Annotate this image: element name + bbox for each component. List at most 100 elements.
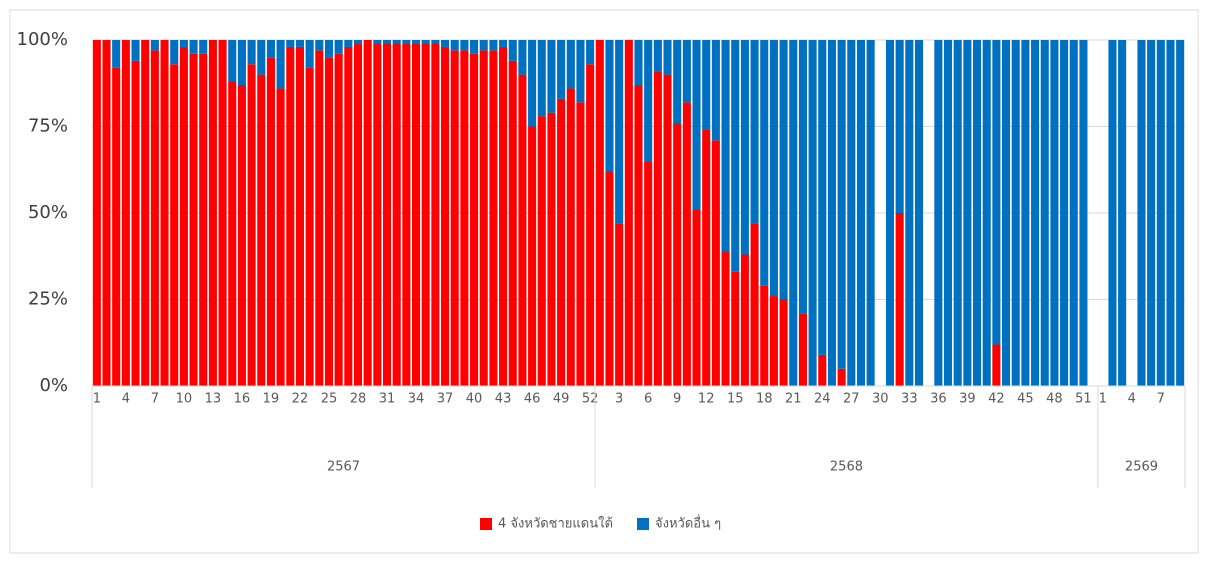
bar-segment (750, 40, 759, 224)
bar-segment (1060, 40, 1069, 386)
group-label: 2567 (327, 460, 360, 475)
bar-segment (421, 40, 430, 44)
bar-segment (228, 81, 237, 387)
bar-segment (1021, 40, 1030, 386)
bar-segment (885, 40, 895, 386)
bar-segment (276, 88, 285, 386)
bar-segment (1079, 40, 1088, 386)
x-tick-label: 4 (1128, 392, 1136, 407)
x-tick-label: 4 (122, 392, 130, 407)
x-tick-label: 45 (1017, 392, 1034, 407)
bar-segment (528, 126, 537, 386)
bar-segment (518, 40, 527, 75)
bar-segment (760, 40, 769, 286)
bar-segment (189, 40, 198, 54)
bar-segment (392, 40, 401, 44)
bar-segment (1040, 40, 1049, 386)
bar-segment (199, 40, 208, 54)
bar-segment (121, 40, 130, 386)
bar-segment (537, 40, 546, 117)
bar-segment (257, 40, 266, 75)
bar-segment (112, 40, 121, 68)
legend-label: 4 จังหวัดชายแดนใต้ (498, 516, 613, 532)
bar-segment (605, 171, 614, 386)
bar-segment (489, 40, 498, 51)
bar-segment (1118, 40, 1127, 386)
bar-segment (1108, 40, 1117, 386)
bar-segment (499, 40, 508, 47)
bar-segment (528, 40, 537, 127)
x-tick-label: 18 (756, 392, 773, 407)
bar-segment (808, 40, 817, 386)
bar-segment (402, 43, 411, 387)
bar-segment (1156, 40, 1165, 386)
bar-segment (615, 40, 624, 224)
bar-segment (740, 254, 749, 386)
bar-segment (450, 50, 459, 386)
group-label: 2568 (830, 460, 863, 475)
bar-segment (402, 40, 411, 44)
bar-segment (363, 40, 372, 386)
x-tick-label: 39 (959, 392, 976, 407)
bar-segment (470, 53, 479, 387)
bar-segment (373, 43, 382, 387)
bar-segment (421, 43, 430, 387)
x-tick-label: 37 (437, 392, 454, 407)
bar-segment (450, 40, 459, 51)
x-tick-label: 34 (408, 392, 425, 407)
bar-segment (237, 84, 246, 386)
bar-segment (779, 299, 788, 386)
bar-segment (431, 43, 440, 387)
y-tick-label: 25% (28, 289, 68, 310)
bar-segment (237, 40, 246, 85)
bar-segment (566, 40, 575, 89)
x-tick-label: 3 (615, 392, 623, 407)
bar-segment (208, 40, 217, 386)
bar-segment (653, 71, 662, 386)
bar-segment (615, 223, 624, 386)
bar-segment (1031, 40, 1040, 386)
bar-segment (914, 40, 924, 386)
bar-segment (382, 43, 392, 387)
legend-label: จังหวัดอื่น ๆ (655, 515, 721, 532)
bar-segment (1137, 40, 1146, 386)
x-tick-label: 13 (205, 392, 222, 407)
bar-segment (692, 209, 701, 386)
x-tick-label: 1 (1099, 392, 1107, 407)
y-tick-label: 75% (28, 116, 68, 137)
bar-segment (692, 40, 701, 210)
x-tick-label: 33 (901, 392, 918, 407)
bar-segment (547, 40, 556, 113)
bar-segment (170, 64, 179, 386)
y-tick-label: 0% (39, 375, 68, 396)
x-tick-label: 21 (785, 392, 802, 407)
bar-segment (760, 285, 769, 386)
bar-segment (634, 84, 643, 386)
bar-segment (344, 46, 353, 387)
bar-segment (353, 40, 363, 44)
bar-segment (489, 50, 498, 386)
bar-segment (702, 40, 711, 130)
bar-segment (895, 40, 904, 213)
bar-segment (315, 40, 324, 51)
bar-segment (837, 368, 846, 386)
bar-segment (576, 40, 585, 103)
bar-segment (92, 40, 101, 386)
bar-segment (199, 53, 208, 387)
bar-segment (228, 40, 237, 82)
bar-segment (247, 40, 256, 65)
bar-segment (682, 102, 691, 386)
x-tick-label: 24 (814, 392, 831, 407)
bar-segment (266, 40, 275, 58)
bar-segment (856, 40, 866, 386)
bar-segment (460, 50, 469, 386)
bar-segment (518, 74, 527, 386)
bar-segment (441, 40, 450, 47)
bar-segment (266, 57, 275, 387)
bar-segment (595, 40, 604, 386)
y-tick-label: 50% (28, 202, 68, 223)
bar-segment (334, 40, 343, 54)
x-tick-label: 12 (698, 392, 715, 407)
x-tick-label: 1 (93, 392, 101, 407)
bar-segment (934, 40, 943, 386)
